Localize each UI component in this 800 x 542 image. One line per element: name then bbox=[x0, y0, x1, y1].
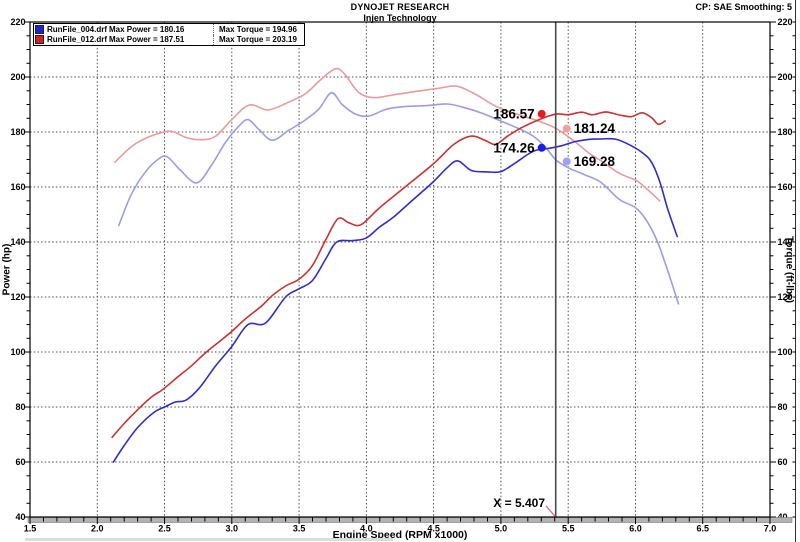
svg-text:60: 60 bbox=[778, 457, 788, 467]
legend-divider bbox=[213, 34, 214, 45]
svg-text:7.0: 7.0 bbox=[764, 524, 777, 534]
cursor-dot bbox=[537, 143, 546, 152]
svg-text:220: 220 bbox=[10, 17, 25, 27]
svg-text:5.5: 5.5 bbox=[562, 524, 575, 534]
report-subtitle: Injen Technology bbox=[363, 13, 437, 23]
smoothing-settings: CP: SAE Smoothing: 5 bbox=[695, 2, 793, 12]
svg-text:220: 220 bbox=[778, 17, 793, 27]
run004-max-torque: Max Torque = 194.96 bbox=[219, 24, 297, 34]
run004-file-name: RunFile_004.drf bbox=[47, 24, 108, 34]
legend-row-run004: RunFile_004.drf Max Power = 180.16 Max T… bbox=[34, 24, 304, 35]
svg-text:140: 140 bbox=[10, 237, 25, 247]
svg-text:2.0: 2.0 bbox=[91, 524, 104, 534]
svg-text:5.0: 5.0 bbox=[495, 524, 508, 534]
svg-text:140: 140 bbox=[778, 237, 793, 247]
cursor-dot bbox=[537, 109, 546, 118]
cursor-readout-value: 174.26 bbox=[493, 140, 535, 155]
run004-max-power: Max Power = 180.16 bbox=[109, 24, 185, 34]
run012-file-name: RunFile_012.drf bbox=[47, 35, 108, 45]
svg-text:160: 160 bbox=[778, 182, 793, 192]
svg-text:2.5: 2.5 bbox=[158, 524, 171, 534]
run012-color-swatch bbox=[35, 35, 44, 45]
run004-color-swatch bbox=[35, 24, 44, 34]
cursor-readout-value: 169.28 bbox=[574, 154, 616, 169]
report-title: DYNOJET RESEARCH bbox=[350, 2, 450, 12]
svg-text:120: 120 bbox=[778, 292, 793, 302]
svg-text:60: 60 bbox=[15, 457, 25, 467]
svg-text:1.5: 1.5 bbox=[24, 524, 37, 534]
svg-text:200: 200 bbox=[10, 72, 25, 82]
svg-text:6.0: 6.0 bbox=[629, 524, 642, 534]
run012-max-power: Max Power = 187.51 bbox=[109, 35, 185, 45]
svg-text:80: 80 bbox=[15, 402, 25, 412]
legend-box: RunFile_004.drf Max Power = 180.16 Max T… bbox=[33, 23, 305, 46]
cursor-dot bbox=[562, 124, 571, 133]
legend-divider bbox=[213, 24, 214, 35]
cursor-x-label: X = 5.407 bbox=[493, 496, 545, 510]
svg-text:180: 180 bbox=[778, 127, 793, 137]
cursor-dot bbox=[562, 157, 571, 166]
svg-text:6.5: 6.5 bbox=[696, 524, 709, 534]
run012-max-torque: Max Torque = 203.19 bbox=[219, 35, 297, 45]
svg-text:180: 180 bbox=[10, 127, 25, 137]
svg-text:100: 100 bbox=[10, 347, 25, 357]
svg-text:4.0: 4.0 bbox=[360, 524, 373, 534]
svg-text:3.5: 3.5 bbox=[293, 524, 306, 534]
svg-text:4.5: 4.5 bbox=[427, 524, 440, 534]
cursor-readout-value: 186.57 bbox=[493, 106, 534, 121]
svg-text:200: 200 bbox=[778, 72, 793, 82]
svg-text:3.0: 3.0 bbox=[226, 524, 239, 534]
cursor-readout-value: 181.24 bbox=[574, 121, 616, 136]
legend-row-run012: RunFile_012.drf Max Power = 187.51 Max T… bbox=[34, 34, 304, 45]
svg-text:40: 40 bbox=[15, 512, 25, 522]
left-axis-title: Power (hp) bbox=[1, 243, 13, 296]
cropped-text-artifact bbox=[25, 538, 393, 541]
svg-text:100: 100 bbox=[778, 347, 793, 357]
right-axis-title: Torque (ft-lbs) bbox=[783, 235, 795, 304]
svg-text:160: 160 bbox=[10, 182, 25, 192]
svg-text:40: 40 bbox=[778, 512, 788, 522]
svg-text:120: 120 bbox=[10, 292, 25, 302]
svg-text:80: 80 bbox=[778, 402, 788, 412]
